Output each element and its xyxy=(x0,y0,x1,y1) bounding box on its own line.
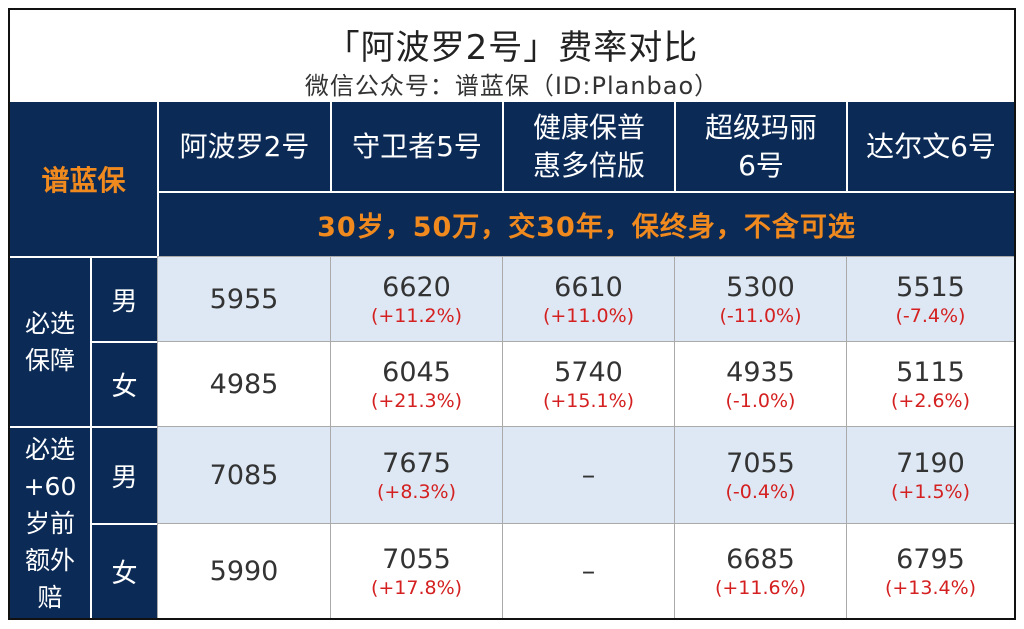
premium-value: 6620 xyxy=(382,271,451,303)
premium-diff: (+8.3%) xyxy=(376,480,456,503)
gender-label: 男 xyxy=(111,463,138,493)
gender-label: 女 xyxy=(111,372,138,402)
gender-label-cell: 女 xyxy=(90,341,157,426)
premium-diff: (+15.1%) xyxy=(542,389,635,412)
premium-cell: 5990 xyxy=(157,523,330,618)
premium-value: 7675 xyxy=(382,447,451,479)
premium-diff: (-1.0%) xyxy=(725,389,796,412)
premium-value: 5990 xyxy=(209,555,279,587)
premium-value: 7190 xyxy=(896,447,965,479)
premium-value: 6045 xyxy=(382,356,451,388)
brand-cell: 谱蓝保 xyxy=(10,102,157,256)
premium-cell: 4985 xyxy=(157,341,330,426)
premium-value: 4935 xyxy=(726,356,795,388)
column-header: 健康保普 惠多倍版 xyxy=(502,102,674,191)
premium-cell: 5740 (+15.1%) xyxy=(502,341,674,426)
gender-label-cell: 男 xyxy=(90,426,157,523)
premium-value: 6610 xyxy=(554,271,623,303)
gender-label-cell: 女 xyxy=(90,523,157,618)
premium-diff: (+21.3%) xyxy=(370,389,463,412)
premium-diff: (+2.6%) xyxy=(890,389,970,412)
premium-value: 7085 xyxy=(209,459,279,491)
gender-label: 男 xyxy=(111,287,138,317)
column-header-label: 阿波罗2号 xyxy=(179,129,310,163)
column-header-label: 守卫者5号 xyxy=(352,129,482,163)
row-group-label: 必选 +60 岁前 额外 赔 xyxy=(10,426,90,618)
premium-value: – xyxy=(581,459,596,491)
premium-value: 5115 xyxy=(896,356,965,388)
rate-comparison-table: 「阿波罗2号」费率对比 微信公众号：谱蓝保（ID:Planbao） 谱蓝保 阿波罗… xyxy=(8,8,1016,620)
premium-cell: 7085 xyxy=(157,426,330,523)
premium-cell: 5515 (-7.4%) xyxy=(846,256,1014,341)
premium-cell: 6045 (+21.3%) xyxy=(330,341,502,426)
row-group-text: 必选 +60 岁前 额外 赔 xyxy=(23,434,77,612)
column-header-label: 达尔文6号 xyxy=(866,129,996,163)
column-header: 阿波罗2号 xyxy=(157,102,330,191)
premium-diff: (+11.2%) xyxy=(370,304,463,327)
premium-cell: 6685 (+11.6%) xyxy=(674,523,846,618)
premium-diff: (+11.0%) xyxy=(542,304,635,327)
premium-cell: 6795 (+13.4%) xyxy=(846,523,1014,618)
premium-cell: 7190 (+1.5%) xyxy=(846,426,1014,523)
premium-diff: (+13.4%) xyxy=(884,576,977,599)
premium-cell: – xyxy=(502,523,674,618)
premium-cell: 4935 (-1.0%) xyxy=(674,341,846,426)
premium-cell: 7675 (+8.3%) xyxy=(330,426,502,523)
premium-value: 5740 xyxy=(554,356,623,388)
premium-value: 6685 xyxy=(726,543,795,575)
premium-cell: 7055 (-0.4%) xyxy=(674,426,846,523)
premium-value: 7055 xyxy=(726,447,795,479)
table-subtitle: 微信公众号：谱蓝保（ID:Planbao） xyxy=(304,72,720,100)
column-header: 守卫者5号 xyxy=(330,102,502,191)
row-group-label: 必选 保障 xyxy=(10,256,90,426)
premium-value: 5515 xyxy=(896,271,965,303)
premium-diff: (-0.4%) xyxy=(725,480,796,503)
column-header-label: 健康保普 惠多倍版 xyxy=(532,110,645,182)
title-area: 「阿波罗2号」费率对比 微信公众号：谱蓝保（ID:Planbao） xyxy=(10,10,1014,102)
premium-value: 5955 xyxy=(209,283,279,315)
premium-cell: 5955 xyxy=(157,256,330,341)
premium-value: 4985 xyxy=(209,368,279,400)
column-header-label: 超级玛丽 6号 xyxy=(704,110,817,182)
premium-cell: 7055 (+17.8%) xyxy=(330,523,502,618)
column-header: 达尔文6号 xyxy=(846,102,1014,191)
column-header: 超级玛丽 6号 xyxy=(674,102,846,191)
condition-label: 30岁，50万，交30年，保终身，不含可选 xyxy=(317,212,856,243)
condition-row: 30岁，50万，交30年，保终身，不含可选 xyxy=(157,191,1014,256)
premium-cell: 5300 (-11.0%) xyxy=(674,256,846,341)
gender-label: 女 xyxy=(111,559,138,589)
row-group-text: 必选 保障 xyxy=(24,309,75,375)
premium-value: 5300 xyxy=(726,271,795,303)
gender-label-cell: 男 xyxy=(90,256,157,341)
premium-cell: 6610 (+11.0%) xyxy=(502,256,674,341)
premium-diff: (+17.8%) xyxy=(370,576,463,599)
table-title: 「阿波罗2号」费率对比 xyxy=(325,28,699,68)
premium-diff: (-7.4%) xyxy=(895,304,966,327)
premium-diff: (+1.5%) xyxy=(890,480,970,503)
premium-cell: – xyxy=(502,426,674,523)
premium-diff: (+11.6%) xyxy=(714,576,807,599)
premium-value: 7055 xyxy=(382,543,451,575)
premium-cell: 5115 (+2.6%) xyxy=(846,341,1014,426)
premium-value: 6795 xyxy=(896,543,965,575)
premium-value: – xyxy=(581,555,596,587)
premium-cell: 6620 (+11.2%) xyxy=(330,256,502,341)
brand-label: 谱蓝保 xyxy=(41,164,126,197)
premium-diff: (-11.0%) xyxy=(719,304,802,327)
